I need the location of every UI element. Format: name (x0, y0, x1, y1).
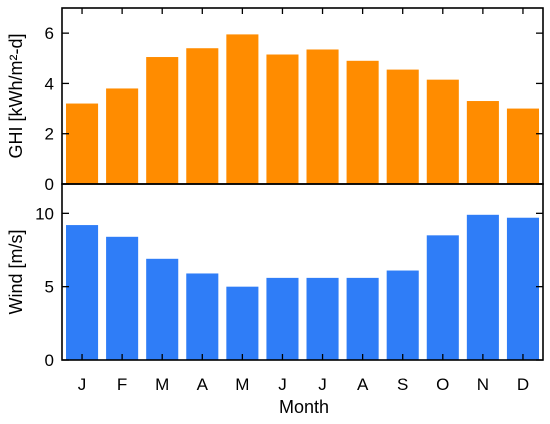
ghi-panel: 0 2 4 6 GHI [kWh/m²-d] (6, 7, 544, 194)
wind-bar-12 (506, 217, 539, 360)
ghi-bar-9 (386, 69, 419, 184)
wind-bar-6 (266, 277, 299, 360)
xtick-label-3: M (155, 375, 169, 394)
ghi-bar-12 (506, 108, 539, 184)
xtick-label-1: J (78, 375, 87, 394)
ghi-ytick-label: 4 (45, 74, 54, 93)
xtick-label-4: A (197, 375, 209, 394)
wind-bar-10 (426, 235, 459, 360)
ghi-bar-7 (306, 49, 339, 184)
wind-bar-1 (66, 225, 99, 360)
xtick-label-5: M (235, 375, 249, 394)
ghi-bar-8 (346, 60, 379, 184)
xtick-label-12: D (517, 375, 529, 394)
ghi-y-axis-title: GHI [kWh/m²-d] (6, 34, 26, 159)
xtick-label-10: O (436, 375, 449, 394)
xtick-label-11: N (477, 375, 489, 394)
wind-ytick-label: 5 (45, 278, 54, 297)
wind-bar-8 (346, 277, 379, 360)
x-axis-title: Month (279, 397, 329, 417)
ghi-ytick-label: 0 (45, 175, 54, 194)
ghi-bar-4 (186, 48, 219, 185)
wind-plot-frame (61, 183, 544, 361)
wind-y-axis-title: Wind [m/s] (6, 229, 26, 314)
ghi-bar-2 (106, 88, 139, 184)
ghi-ytick-label: 6 (45, 24, 54, 43)
wind-panel: 0 5 10 Wind [m/s] (6, 183, 544, 370)
wind-ytick-label: 0 (45, 351, 54, 370)
xtick-label-9: S (397, 375, 408, 394)
wind-bar-11 (466, 214, 499, 360)
wind-bar-2 (106, 236, 139, 360)
wind-bar-4 (186, 273, 219, 360)
ghi-bar-11 (466, 101, 499, 184)
xtick-label-7: J (318, 375, 327, 394)
wind-bar-9 (386, 270, 419, 360)
xtick-label-2: F (117, 375, 127, 394)
wind-bar-3 (146, 258, 179, 360)
ghi-bar-10 (426, 79, 459, 184)
ghi-bar-5 (226, 34, 259, 185)
ghi-ytick-label: 2 (45, 125, 54, 144)
ghi-bar-3 (146, 57, 179, 184)
chart-panels: 0 2 4 6 GHI [kWh/m²-d] 0 5 10 Wind [m/s] J F M A M J J A… (6, 7, 544, 394)
ghi-bar-6 (266, 54, 299, 185)
ghi-bar-1 (66, 103, 99, 184)
wind-bar-7 (306, 277, 339, 360)
xtick-label-8: A (357, 375, 369, 394)
wind-bar-5 (226, 286, 259, 360)
xtick-label-6: J (278, 375, 287, 394)
wind-ytick-label: 10 (35, 204, 54, 223)
